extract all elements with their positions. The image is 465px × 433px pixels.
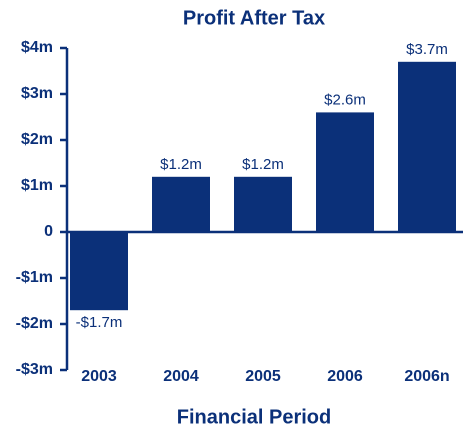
y-tick-label: -$3m [16, 361, 53, 378]
y-tick-label: -$2m [16, 315, 53, 332]
bar [316, 112, 374, 232]
value-label: $2.6m [324, 91, 366, 108]
y-tick-label: $4m [21, 39, 53, 56]
value-label: $1.2m [160, 156, 202, 173]
x-tick-label: 2006n [404, 368, 449, 385]
y-tick-label: -$1m [16, 269, 53, 286]
bar [152, 176, 210, 232]
chart-title: Profit After Tax [183, 7, 325, 29]
x-tick-label: 2003 [81, 368, 117, 385]
y-tick-label: $1m [21, 177, 53, 194]
x-axis-label: Financial Period [177, 406, 331, 428]
value-label: $1.2m [242, 156, 284, 173]
x-tick-label: 2005 [245, 368, 281, 385]
bar [398, 61, 456, 232]
value-label: -$1.7m [76, 314, 123, 331]
bar [70, 232, 128, 311]
x-tick-label: 2006 [327, 368, 363, 385]
y-tick-label: $3m [21, 85, 53, 102]
x-tick-label: 2004 [163, 368, 199, 385]
bar [234, 176, 292, 232]
y-tick-label: 0 [44, 223, 53, 240]
y-tick-label: $2m [21, 131, 53, 148]
value-label: $3.7m [406, 41, 448, 58]
